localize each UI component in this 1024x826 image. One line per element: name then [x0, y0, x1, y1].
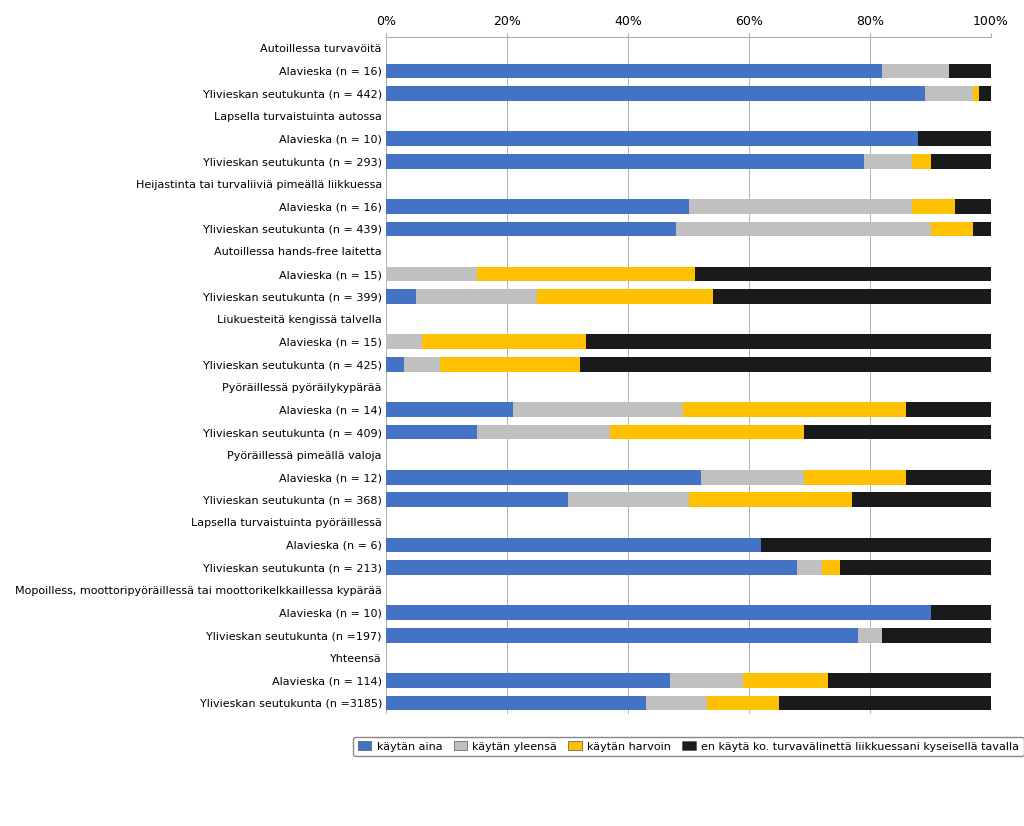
Bar — [610, 425, 804, 439]
Bar — [386, 673, 671, 688]
Bar — [386, 267, 477, 282]
Bar — [713, 289, 991, 304]
Bar — [852, 492, 991, 507]
Bar — [973, 221, 991, 236]
Bar — [882, 64, 948, 78]
Bar — [580, 357, 991, 372]
Bar — [386, 289, 417, 304]
Bar — [567, 492, 688, 507]
Bar — [404, 357, 440, 372]
Bar — [694, 267, 991, 282]
Legend: käytän aina, käytän yleensä, käytän harvoin, en käytä ko. turvavälinettä liikkue: käytän aina, käytän yleensä, käytän harv… — [353, 737, 1024, 756]
Bar — [386, 357, 404, 372]
Bar — [948, 64, 991, 78]
Bar — [477, 425, 610, 439]
Bar — [386, 628, 858, 643]
Bar — [840, 560, 991, 575]
Bar — [386, 492, 567, 507]
Bar — [700, 470, 804, 485]
Bar — [707, 695, 779, 710]
Bar — [858, 628, 882, 643]
Bar — [931, 221, 973, 236]
Bar — [386, 402, 513, 417]
Bar — [688, 492, 852, 507]
Bar — [386, 154, 864, 169]
Bar — [779, 695, 991, 710]
Bar — [538, 289, 713, 304]
Bar — [906, 402, 991, 417]
Bar — [417, 289, 538, 304]
Bar — [683, 402, 906, 417]
Bar — [804, 470, 906, 485]
Bar — [919, 131, 991, 146]
Bar — [386, 695, 646, 710]
Bar — [979, 86, 991, 101]
Bar — [931, 605, 991, 620]
Bar — [798, 560, 821, 575]
Bar — [973, 86, 979, 101]
Bar — [386, 86, 925, 101]
Bar — [864, 154, 912, 169]
Bar — [513, 402, 683, 417]
Bar — [671, 673, 743, 688]
Bar — [882, 628, 991, 643]
Bar — [386, 335, 422, 349]
Bar — [440, 357, 580, 372]
Bar — [386, 605, 931, 620]
Bar — [386, 64, 882, 78]
Bar — [804, 425, 991, 439]
Bar — [386, 538, 761, 553]
Bar — [386, 425, 477, 439]
Bar — [821, 560, 840, 575]
Bar — [827, 673, 991, 688]
Bar — [386, 221, 677, 236]
Bar — [688, 199, 912, 214]
Bar — [386, 470, 700, 485]
Bar — [386, 199, 688, 214]
Bar — [954, 199, 991, 214]
Bar — [477, 267, 694, 282]
Bar — [646, 695, 707, 710]
Bar — [386, 560, 798, 575]
Bar — [925, 86, 973, 101]
Bar — [912, 154, 931, 169]
Bar — [906, 470, 991, 485]
Bar — [761, 538, 991, 553]
Bar — [586, 335, 991, 349]
Bar — [677, 221, 931, 236]
Bar — [912, 199, 954, 214]
Bar — [422, 335, 586, 349]
Bar — [931, 154, 991, 169]
Bar — [743, 673, 827, 688]
Bar — [386, 131, 919, 146]
